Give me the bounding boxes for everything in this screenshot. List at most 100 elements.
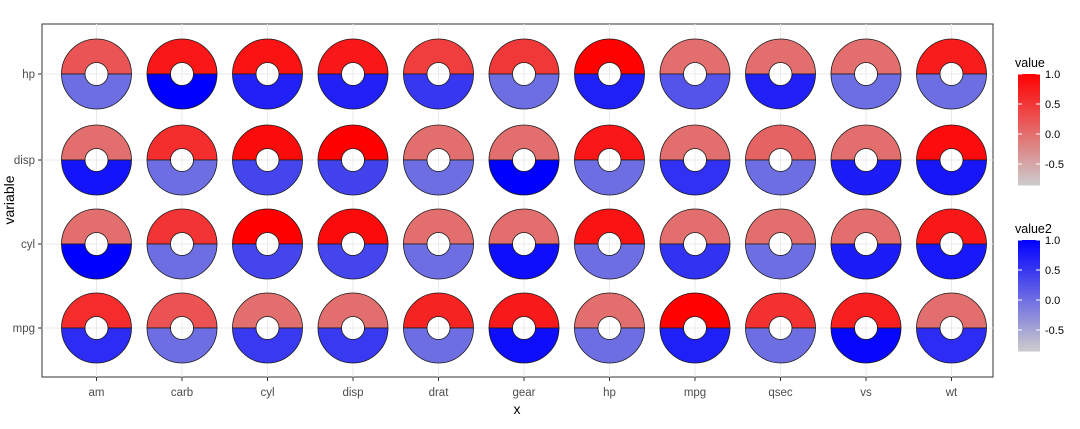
legend-tick-label: 1.0	[1045, 69, 1060, 81]
donut-hp-wt	[916, 38, 987, 110]
donut-hp-hp	[574, 38, 645, 110]
legend-colorbar-slice	[1018, 240, 1040, 244]
legend-colorbar-slice	[1018, 328, 1040, 333]
donut-top-half	[146, 292, 218, 329]
legend-colorbar-slice	[1018, 137, 1040, 142]
legend-colorbar-slice	[1018, 317, 1040, 321]
donut-cyl-wt	[916, 208, 987, 280]
legend-colorbar-slice	[1018, 121, 1040, 125]
donut-cyl-mpg	[659, 208, 731, 280]
donut-top-half	[574, 124, 645, 161]
donut-disp-hp	[574, 124, 645, 196]
donut-mpg-cyl	[232, 292, 303, 364]
donut-bottom-half	[61, 243, 132, 280]
donut-top-half	[317, 292, 389, 329]
donut-top-half	[659, 38, 731, 75]
legend-colorbar-slice	[1018, 267, 1040, 272]
donut-bottom-half	[403, 243, 474, 280]
y-tick-label: disp	[14, 155, 35, 167]
donut-top-half	[403, 208, 474, 245]
donut-mpg-hp	[574, 292, 645, 364]
legend-colorbar-slice	[1018, 312, 1040, 316]
donut-disp-wt	[916, 124, 987, 196]
donut-top-half	[232, 38, 303, 75]
legend-tick-label: -0.5	[1045, 325, 1064, 337]
legend-colorbar-slice	[1018, 182, 1040, 186]
legend-colorbar-slice	[1018, 289, 1040, 294]
donut-cyl-vs	[830, 208, 902, 280]
donut-bottom-half	[745, 73, 816, 110]
x-tick-label: am	[89, 387, 105, 399]
donut-hp-disp	[317, 38, 389, 110]
x-tick-label: disp	[342, 387, 363, 399]
x-tick-label: cyl	[260, 387, 274, 399]
legend-colorbar-slice	[1018, 104, 1040, 108]
donut-disp-cyl	[232, 124, 303, 196]
legend-colorbar-slice	[1018, 101, 1040, 106]
legend-colorbar-slice	[1018, 278, 1040, 283]
legend-colorbar-slice	[1018, 256, 1040, 260]
legend-colorbar-slice	[1018, 270, 1040, 274]
legend-colorbar-slice	[1018, 171, 1040, 175]
donut-top-half	[574, 292, 645, 329]
donut-mpg-wt	[916, 292, 987, 364]
x-tick-label: qsec	[768, 387, 793, 399]
legend-tick-label: 1.0	[1045, 235, 1060, 247]
legend-colorbar-slice	[1018, 248, 1040, 252]
donut-top-half	[317, 124, 389, 161]
donut-bottom-half	[659, 243, 731, 280]
legend-colorbar-slice	[1018, 151, 1040, 155]
legend-colorbar-slice	[1018, 146, 1040, 150]
donut-disp-disp	[317, 124, 389, 196]
legend-colorbar-slice	[1018, 262, 1040, 266]
legend-colorbar-slice	[1018, 287, 1040, 291]
donut-top-half	[403, 292, 474, 329]
x-tick-label: carb	[171, 387, 193, 399]
donut-cyl-carb	[146, 208, 218, 280]
y-tick-label: hp	[22, 69, 35, 81]
legend-colorbar-slice	[1018, 259, 1040, 263]
legend-colorbar-slice	[1018, 334, 1040, 338]
legend-colorbar-slice	[1018, 140, 1040, 144]
legend-colorbar-slice	[1018, 107, 1040, 111]
legend-colorbar-slice	[1018, 301, 1040, 305]
donut-bottom-half	[232, 327, 303, 364]
donut-bottom-half	[146, 159, 218, 196]
donut-bottom-half	[146, 243, 218, 280]
x-tick-label: drat	[429, 387, 450, 399]
legend-colorbar-slice	[1018, 306, 1040, 310]
donut-cells	[61, 38, 987, 364]
legend-title: value2	[1015, 222, 1052, 236]
legend-colorbar-slice	[1018, 284, 1040, 288]
donut-bottom-half	[745, 243, 816, 280]
donut-hp-gear	[488, 38, 560, 110]
donut-top-half	[488, 124, 560, 161]
donut-bottom-half	[317, 73, 389, 110]
donut-mpg-disp	[317, 292, 389, 364]
donut-bottom-half	[574, 73, 645, 110]
donut-bottom-half	[232, 243, 303, 280]
legend-colorbar-slice	[1018, 132, 1040, 136]
donut-top-half	[488, 208, 560, 245]
legend-colorbar-slice	[1018, 314, 1040, 319]
legend-colorbar-slice	[1018, 90, 1040, 94]
donut-cyl-disp	[317, 208, 389, 280]
donut-top-half	[146, 124, 218, 161]
donut-bottom-half	[403, 159, 474, 196]
legend-colorbar-slice	[1018, 251, 1040, 255]
legend-tick-label: 0.5	[1045, 99, 1060, 111]
donut-hp-drat	[403, 38, 474, 110]
donut-top-half	[745, 38, 816, 75]
donut-top-half	[488, 38, 560, 75]
donut-bottom-half	[146, 327, 218, 364]
legend-tick-label: -0.5	[1045, 159, 1064, 171]
legend-colorbar-slice	[1018, 162, 1040, 167]
donut-bottom-half	[830, 73, 902, 110]
donut-bottom-half	[574, 327, 645, 364]
legend-colorbar-slice	[1018, 303, 1040, 308]
donut-hp-carb	[146, 38, 218, 110]
donut-top-half	[146, 38, 218, 75]
donut-bottom-half	[232, 73, 303, 110]
